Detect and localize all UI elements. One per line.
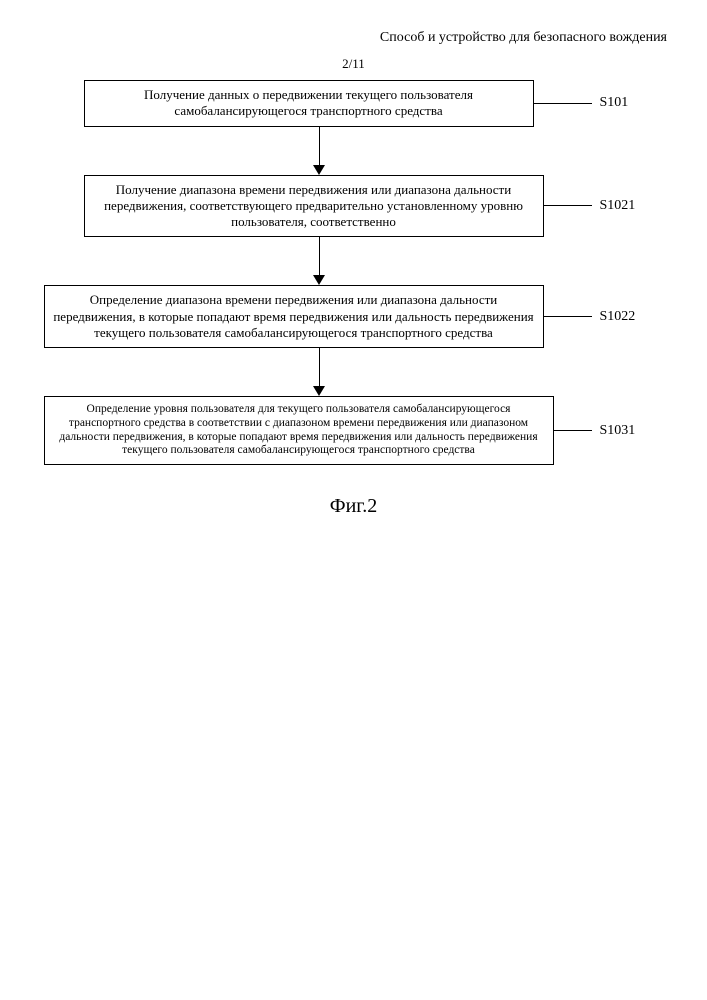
flow-step-box: Определение диапазона времени передвижен… (44, 285, 544, 348)
label-connector (544, 205, 592, 206)
flow-box-col: Определение уровня пользователя для теку… (44, 396, 554, 465)
flow-step-box: Получение диапазона времени передвижения… (84, 175, 544, 238)
arrow-head-icon (313, 386, 325, 396)
flow-step-box: Определение уровня пользователя для теку… (44, 396, 554, 465)
label-connector (554, 430, 592, 431)
flow-row: Определение диапазона времени передвижен… (44, 285, 664, 348)
arrow-line (319, 348, 320, 386)
flow-row: Получение данных о передвижении текущего… (44, 80, 664, 127)
flow-row: Определение уровня пользователя для теку… (44, 396, 664, 465)
flow-box-col: Получение диапазона времени передвижения… (84, 175, 544, 238)
arrow-line (319, 127, 320, 165)
step-label: S1031 (592, 423, 636, 439)
flow-box-col: Определение диапазона времени передвижен… (44, 285, 544, 348)
step-label: S101 (592, 95, 629, 111)
document-title: Способ и устройство для безопасного вожд… (40, 30, 667, 46)
page-number: 2/11 (40, 56, 667, 72)
arrow-line (319, 237, 320, 275)
step-label: S1021 (592, 198, 636, 214)
flow-box-col: Получение данных о передвижении текущего… (84, 80, 534, 127)
flow-row: Получение диапазона времени передвижения… (44, 175, 664, 238)
step-label: S1022 (592, 309, 636, 325)
flow-arrow (44, 127, 664, 175)
flow-arrow (44, 237, 664, 285)
arrow-head-icon (313, 165, 325, 175)
figure-caption: Фиг.2 (40, 495, 667, 518)
flow-step-box: Получение данных о передвижении текущего… (84, 80, 534, 127)
label-connector (534, 103, 592, 104)
page: Способ и устройство для безопасного вожд… (0, 0, 707, 1000)
arrow-head-icon (313, 275, 325, 285)
flow-arrow (44, 348, 664, 396)
label-connector (544, 316, 592, 317)
flowchart: Получение данных о передвижении текущего… (44, 80, 664, 465)
